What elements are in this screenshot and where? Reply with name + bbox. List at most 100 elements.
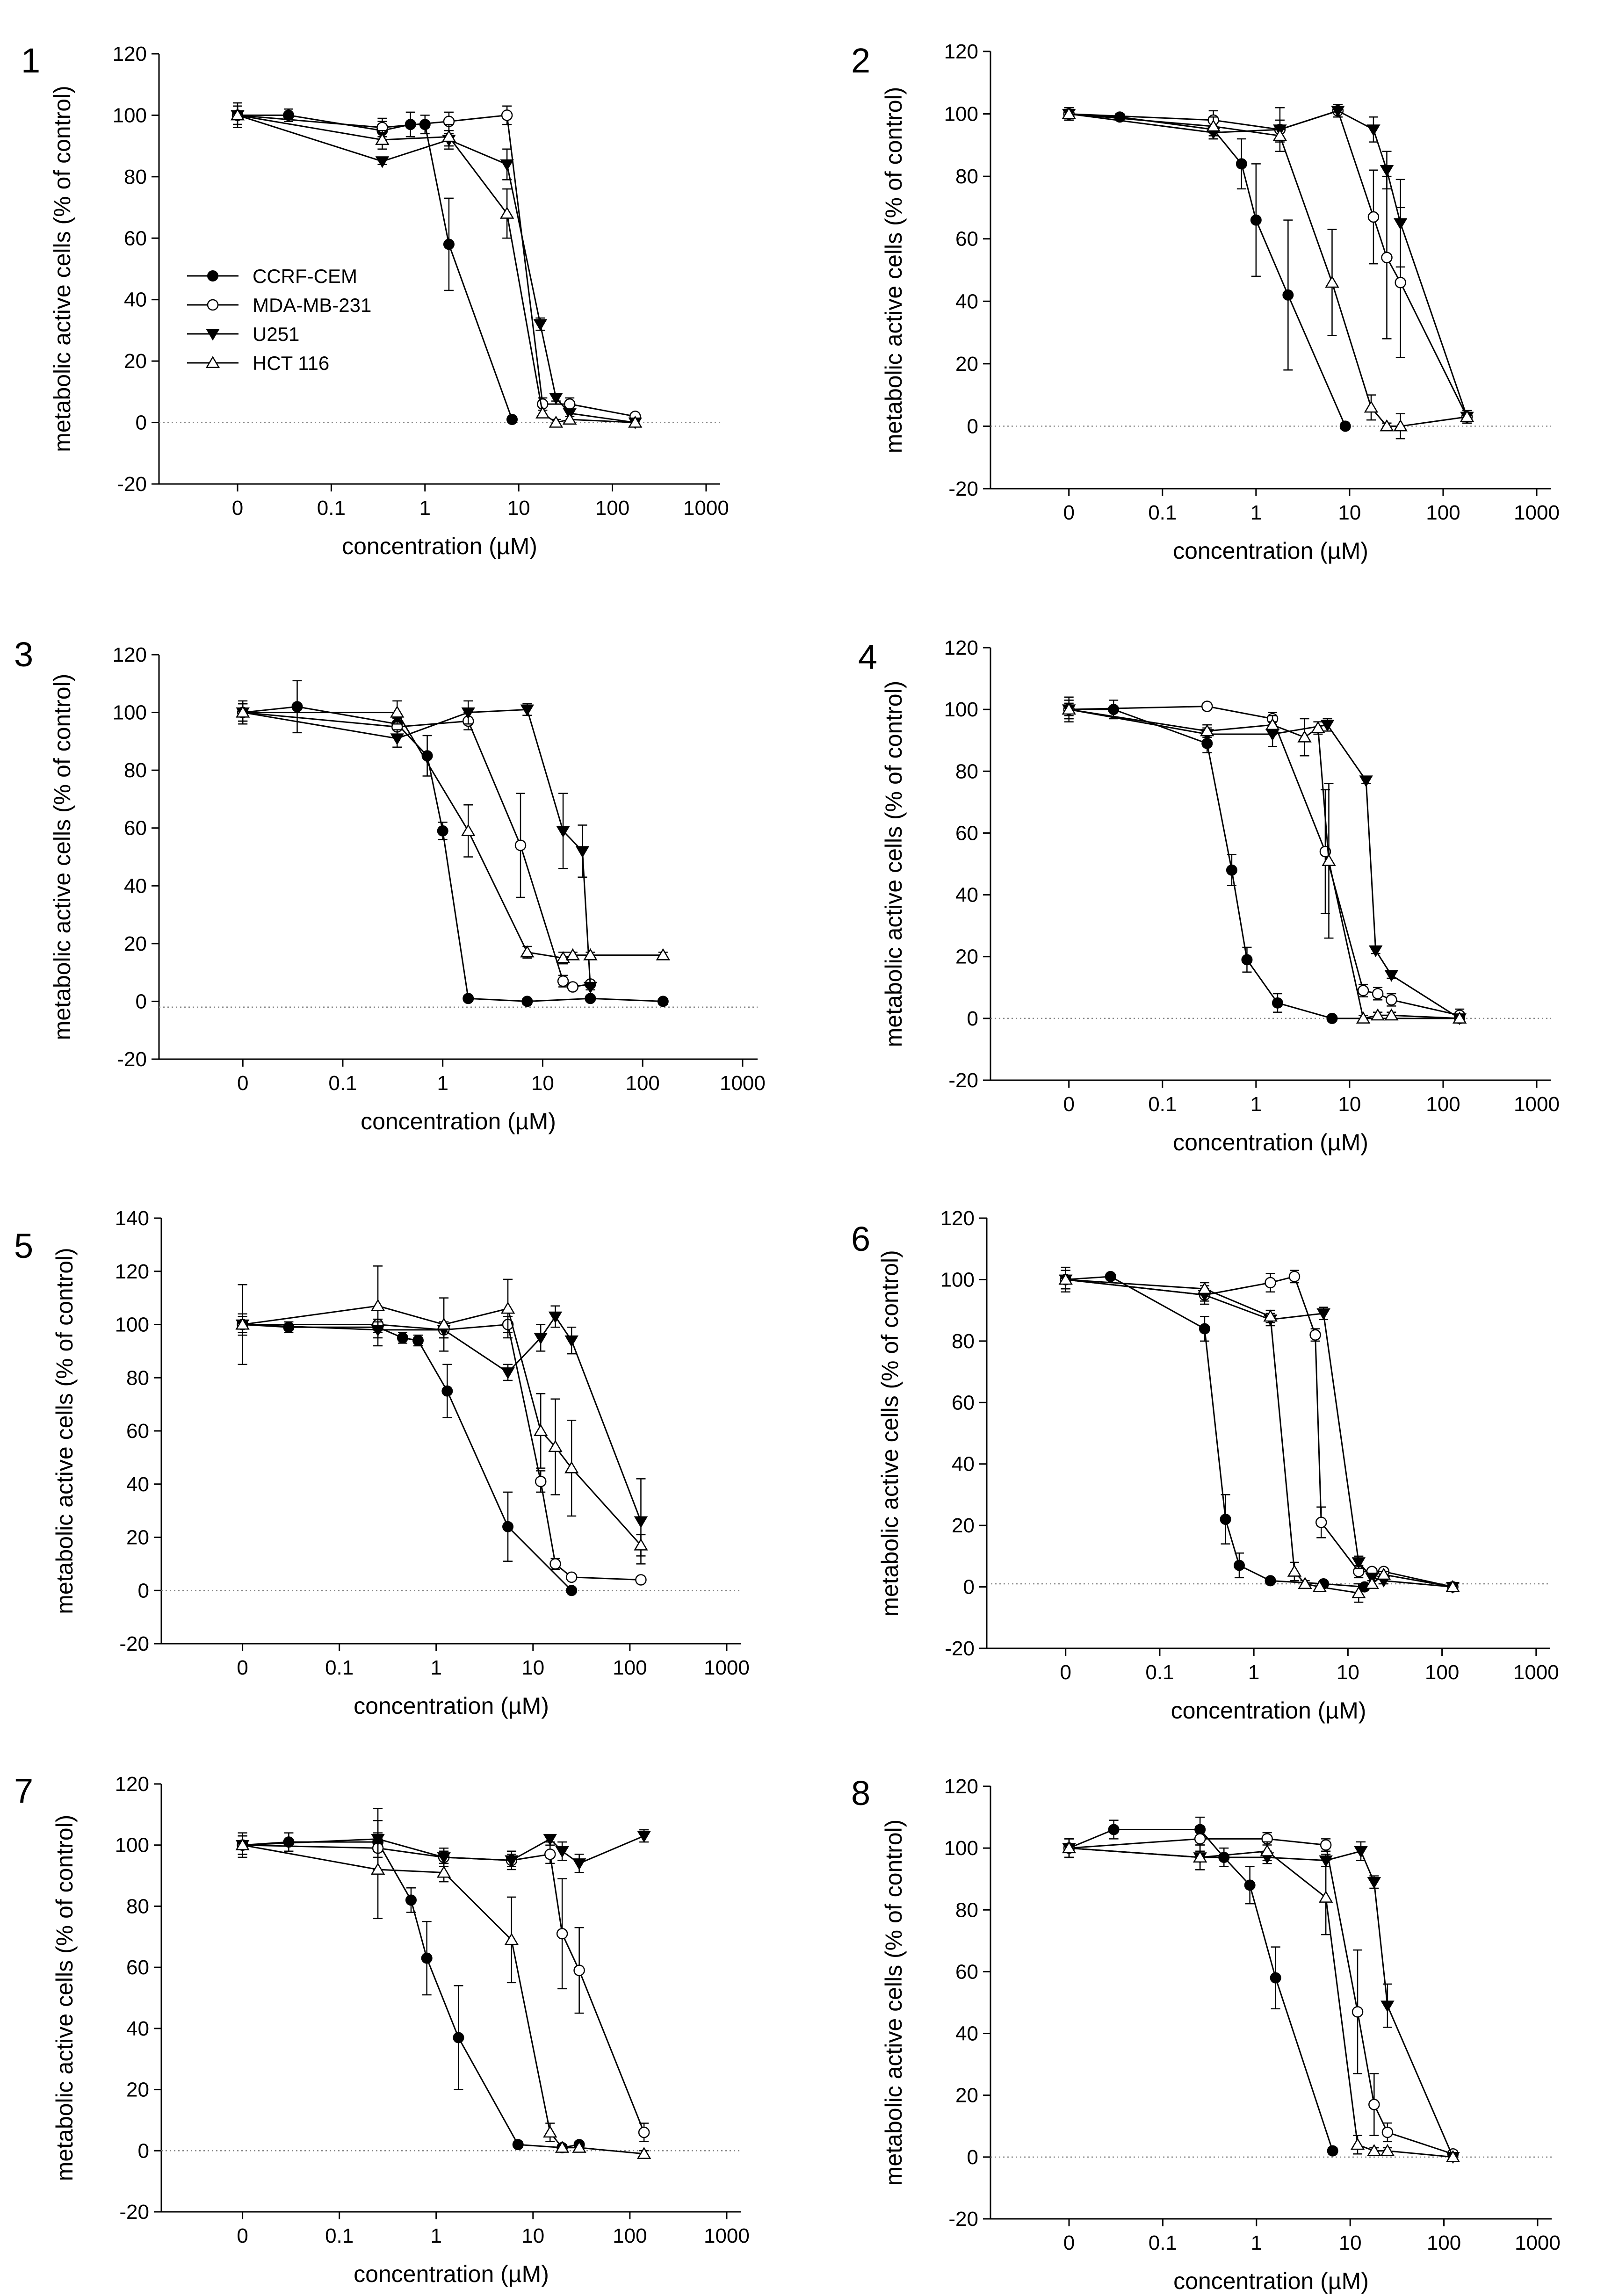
series-mda-mb-231 [1063, 104, 1473, 423]
data-point [657, 996, 669, 1007]
y-axis-label: metabolic active cells (% of control) [881, 1819, 907, 2186]
x-tick-label: 10 [1339, 2231, 1362, 2254]
series-ccrf-cem [1063, 1816, 1338, 2157]
data-point [1265, 718, 1280, 730]
x-tick-label: 1 [1251, 2231, 1262, 2254]
y-tick-label: 20 [124, 350, 147, 373]
data-point [549, 415, 564, 428]
data-point [1220, 1514, 1231, 1525]
chart-panel-1: 1 -20 0 20 40 60 80 100 120 0 0.1 1 10 100 1000 concent… [21, 41, 729, 559]
data-point [1108, 704, 1120, 715]
data-point [235, 1317, 250, 1330]
data-point [544, 1848, 556, 1860]
y-tick-label: 120 [113, 43, 147, 65]
data-point [635, 1574, 647, 1586]
series-ccrf-cem [237, 1832, 585, 2153]
data-point [573, 1964, 585, 1976]
data-point [555, 2140, 570, 2153]
data-point [1350, 2137, 1365, 2150]
legend-marker [207, 270, 218, 282]
data-point [637, 1831, 651, 1843]
x-tick-label: 10 [521, 2224, 544, 2247]
data-point [1326, 1012, 1338, 1024]
data-point [1062, 1841, 1077, 1854]
data-point [1354, 1846, 1368, 1858]
data-point [521, 996, 533, 1007]
data-point [514, 839, 527, 852]
data-point [1380, 2000, 1395, 2013]
series-u251 [1058, 1270, 1460, 1594]
data-point [1062, 107, 1076, 119]
y-tick-label: 40 [952, 1453, 975, 1476]
x-tick-label: 0 [1060, 1661, 1071, 1684]
y-tick-label: 120 [115, 1260, 149, 1283]
data-point [436, 1865, 451, 1878]
y-tick-label: 120 [113, 643, 147, 666]
y-tick-label: 0 [138, 2139, 149, 2162]
data-point [520, 704, 535, 716]
x-tick-label: 1 [419, 497, 431, 520]
data-point [566, 1585, 578, 1596]
y-tick-label: 60 [124, 817, 147, 840]
series-u251 [1062, 700, 1467, 1025]
data-point [1265, 1277, 1276, 1289]
data-point [1263, 1309, 1278, 1322]
y-tick-label: 100 [944, 1837, 978, 1860]
data-point [1105, 1271, 1116, 1282]
data-point [628, 415, 643, 428]
data-point [437, 825, 448, 837]
data-point [636, 2147, 651, 2159]
legend-marker [206, 329, 220, 341]
x-tick-label: 0.1 [325, 1656, 354, 1679]
series-hct-116 [1062, 1838, 1460, 2162]
chart-panel-2: 2 -20 0 20 40 60 80 100 120 0 0.1 1 10 100 1000 concent… [851, 40, 1560, 564]
data-point [520, 945, 535, 958]
y-tick-label: 60 [126, 1956, 149, 1979]
y-tick-label: 40 [955, 884, 978, 907]
y-axis-label: metabolic active cells (% of control) [881, 87, 907, 454]
x-tick-label: 100 [1426, 1093, 1460, 1116]
data-point [405, 1894, 417, 1906]
data-point [1380, 165, 1394, 177]
y-tick-label: -20 [119, 1632, 149, 1655]
panel-number: 2 [851, 41, 870, 80]
data-point [1368, 945, 1383, 957]
data-point [1452, 1011, 1467, 1024]
data-point [1272, 997, 1283, 1009]
series-line [1069, 110, 1468, 418]
data-point [1244, 1879, 1256, 1891]
x-tick-label: 10 [531, 1072, 554, 1095]
data-point [1380, 2144, 1395, 2156]
x-tick-label: 1000 [720, 1072, 766, 1095]
y-tick-label: 120 [944, 1775, 978, 1798]
panel-number: 4 [858, 637, 877, 676]
series-ccrf-cem [1063, 107, 1351, 432]
data-point [1325, 275, 1339, 288]
x-tick-label: 0.1 [328, 1072, 357, 1095]
data-point [1381, 252, 1393, 264]
data-point [1364, 400, 1379, 413]
x-tick-label: 0.1 [317, 497, 346, 520]
x-tick-label: 0 [237, 2224, 248, 2247]
panel-number: 3 [14, 635, 33, 674]
data-point [1288, 1271, 1301, 1283]
y-tick-label: 0 [967, 2146, 978, 2169]
data-point [1359, 775, 1373, 787]
series-line [242, 1315, 642, 1522]
data-point [1236, 158, 1247, 170]
data-point [441, 130, 456, 142]
x-tick-label: 0 [1063, 1093, 1074, 1116]
data-point [390, 733, 404, 745]
x-tick-label: 0 [237, 1656, 248, 1679]
y-tick-label: 0 [967, 415, 978, 438]
series-u251 [1062, 1838, 1460, 2164]
series-u251 [1062, 104, 1474, 424]
x-tick-label: 0 [232, 497, 243, 520]
y-tick-label: 60 [126, 1420, 149, 1443]
data-point [1376, 1567, 1391, 1580]
data-point [565, 1571, 578, 1583]
panel-number: 8 [851, 1774, 870, 1812]
data-point [543, 1834, 557, 1846]
data-point [500, 1301, 515, 1314]
series-u251 [236, 700, 598, 994]
